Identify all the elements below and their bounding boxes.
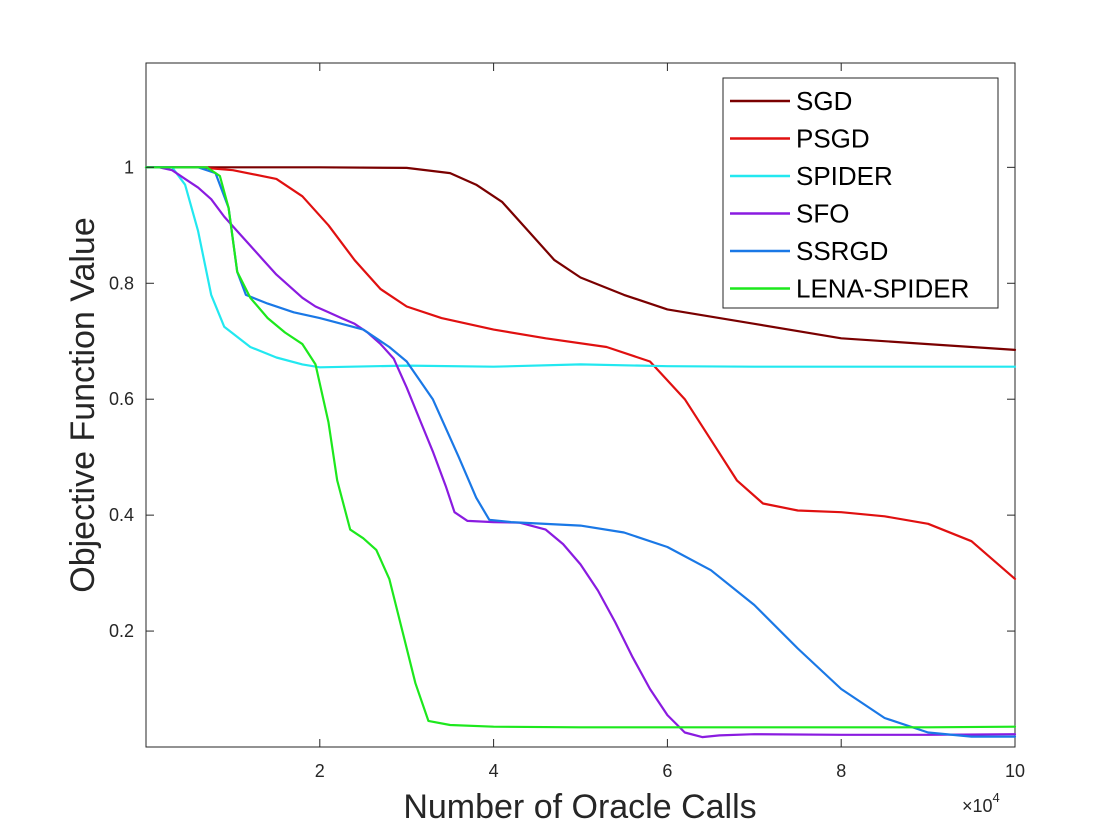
y-tick-label: 0.4	[109, 505, 134, 525]
legend-label: SFO	[796, 199, 849, 229]
series-line-psgd	[144, 166, 1017, 580]
series-line-sfo	[144, 166, 1017, 739]
x-exponent-base: ×10	[962, 796, 993, 816]
y-tick-label: 0.2	[109, 621, 134, 641]
series-layer	[144, 166, 1017, 739]
legend: SGD PSGD SPIDER SFO SSRGD LENA-SPIDER	[722, 77, 999, 309]
x-tick-label: 4	[489, 761, 499, 781]
series-line-spider	[144, 166, 1017, 369]
legend-entries: SGD PSGD SPIDER SFO SSRGD LENA-SPIDER	[730, 86, 969, 304]
x-tick-label: 8	[836, 761, 846, 781]
x-tick-label: 6	[662, 761, 672, 781]
y-tick-label: 1	[124, 157, 134, 177]
y-tick-label: 0.8	[109, 273, 134, 293]
y-tick-label: 0.6	[109, 389, 134, 409]
x-exponent-power: 4	[993, 790, 1000, 805]
series-line-sgd	[144, 166, 1017, 351]
x-tick-label: 10	[1005, 761, 1025, 781]
y-axis-ticks: 0.2 0.4 0.6 0.8 1	[109, 157, 1015, 641]
x-axis-label: Number of Oracle Calls	[403, 788, 756, 826]
series-line-lena-spider	[144, 166, 1017, 729]
legend-label: SSRGD	[796, 236, 888, 266]
series-line-ssrgd	[144, 166, 1017, 738]
legend-box	[722, 77, 999, 309]
legend-label: LENA-SPIDER	[796, 274, 969, 304]
x-tick-label: 2	[315, 761, 325, 781]
x-axis-exponent: ×104	[962, 790, 1000, 816]
x-axis-ticks: 2 4 6 8 10	[315, 63, 1025, 781]
legend-label: SGD	[796, 86, 852, 116]
y-axis-label: Objective Function Value	[64, 217, 102, 592]
legend-label: PSGD	[796, 124, 870, 154]
legend-label: SPIDER	[796, 161, 893, 191]
